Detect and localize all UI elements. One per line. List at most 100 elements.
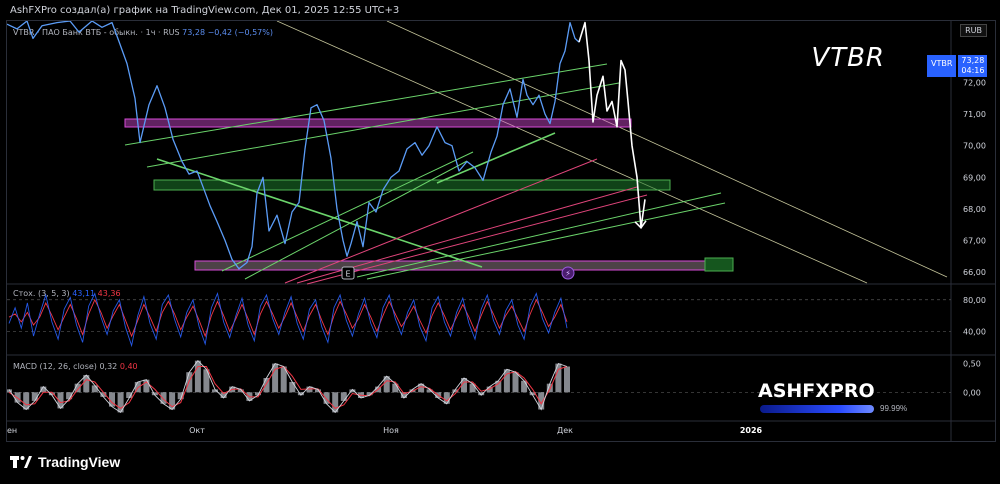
macd-histogram-bar — [100, 392, 107, 397]
macd-histogram-bar — [392, 383, 399, 393]
support-zone-green[interactable] — [153, 179, 671, 191]
macd-histogram-bar — [366, 392, 373, 396]
macd-histogram-bar — [31, 392, 38, 401]
resistance-zone[interactable] — [124, 118, 632, 128]
legend-last: 73,28 — [182, 28, 206, 37]
green-trend-line-8[interactable] — [366, 202, 726, 280]
stoch-d-value: 43,36 — [97, 289, 121, 298]
time-axis-label: Дек — [557, 426, 573, 435]
drawings-layer[interactable] — [124, 21, 948, 285]
macd-histogram-bar — [117, 392, 124, 413]
earnings-marker[interactable]: E — [341, 266, 355, 280]
macd-label[interactable]: MACD (12, 26, close) — [13, 362, 97, 371]
chart-svg[interactable]: 72,00 71,00 70,00 69,00 68,00 67,00 66,00 80,00… — [7, 21, 995, 441]
green-trend-line-4[interactable] — [221, 151, 474, 272]
macd-histogram-bar — [237, 389, 244, 393]
macd-histogram-bar — [306, 386, 313, 393]
svg-text:⚡: ⚡ — [565, 269, 571, 278]
price-tag-symbol: VTBR — [927, 55, 957, 77]
header-caption: AshFXPro создал(а) график на TradingView… — [10, 5, 400, 16]
pink-trend-line-1[interactable] — [284, 158, 598, 284]
macd-histogram-bar — [443, 392, 450, 404]
green-trend-line-6[interactable] — [436, 132, 556, 184]
macd-histogram-bar — [469, 383, 476, 393]
macd-histogram-bar — [340, 392, 347, 401]
green-trend-line-3[interactable] — [156, 158, 483, 268]
price-line — [7, 21, 580, 270]
macd-histogram-bar — [143, 379, 150, 393]
macd-histogram-bar — [169, 392, 176, 410]
macd-histogram-bar — [91, 385, 98, 393]
macd-histogram-bar — [529, 392, 536, 396]
ticker-watermark: VTBR — [811, 43, 885, 73]
green-trend-line-5[interactable] — [244, 160, 468, 280]
pink-trend-line-3[interactable] — [306, 194, 648, 285]
legend-interval[interactable]: 1ч — [145, 28, 156, 37]
macd-series — [7, 360, 951, 414]
macd-histogram-bar — [538, 392, 545, 410]
stoch-label[interactable]: Стох. (3, 5, 3) — [13, 289, 70, 298]
chart-panel[interactable]: VTBR · ПАО Банк ВТБ - обыкн. · 1ч · RUS … — [6, 20, 996, 442]
macd-histogram-bar — [418, 383, 425, 393]
legend-symbol[interactable]: VTBR — [13, 28, 35, 37]
macd-histogram-bar — [400, 392, 407, 398]
demand-zone-green[interactable] — [704, 257, 734, 272]
macd-histogram-bar — [151, 392, 158, 396]
macd-histogram-bar — [186, 372, 193, 393]
macd-histogram-bar — [452, 389, 459, 393]
downtrend-line-upper[interactable] — [386, 21, 948, 278]
symbol-legend[interactable]: VTBR · ПАО Банк ВТБ - обыкн. · 1ч · RUS … — [13, 28, 273, 37]
price-tag-price: 73,28 — [961, 56, 985, 65]
green-trend-line-2[interactable] — [146, 82, 620, 168]
currency-button[interactable]: RUB — [960, 24, 987, 37]
brand-progress-percent: 99.99% — [880, 404, 908, 413]
tradingview-logo-icon — [10, 456, 32, 468]
macd-histogram-bar — [272, 363, 279, 393]
macd-histogram-bar — [194, 360, 201, 393]
price-axis-label: 70,00 — [963, 142, 986, 151]
tradingview-logo-text: TradingView — [38, 454, 121, 470]
macd-histogram-bar — [555, 363, 562, 393]
time-axis-label: ен — [7, 426, 17, 435]
stoch-axis-label: 40,00 — [963, 327, 986, 336]
macd-histogram-bar — [48, 392, 55, 396]
macd-histogram-bar — [83, 375, 90, 393]
stoch-legend[interactable]: Стох. (3, 5, 3) 43,11 43,36 — [13, 289, 121, 298]
macd-histogram-bar — [512, 372, 519, 393]
macd-histogram-bar — [203, 369, 210, 393]
main-price-series — [7, 21, 647, 270]
macd-histogram-bar — [297, 392, 304, 396]
macd-histogram-bar — [126, 392, 133, 398]
demand-zone[interactable] — [194, 260, 706, 271]
macd-value-2: 0,40 — [119, 362, 138, 371]
price-axis-label: 71,00 — [963, 110, 986, 119]
macd-axis-label: 0,50 — [963, 360, 981, 369]
legend-change: −0,42 (−0,57%) — [207, 28, 273, 37]
legend-exchange: RUS — [163, 28, 180, 37]
price-tag-values: 73,28 04:16 — [958, 55, 988, 77]
projection-arrowhead — [634, 220, 647, 230]
time-axis-label: Ноя — [383, 426, 399, 435]
price-axis-label: 69,00 — [963, 173, 986, 182]
macd-histogram-bar — [74, 383, 81, 393]
macd-histogram-bar — [220, 392, 227, 398]
stoch-d-line — [8, 298, 568, 338]
macd-histogram-bar — [383, 376, 390, 393]
macd-histogram-bar — [255, 392, 261, 396]
macd-histogram-bar — [426, 389, 433, 393]
green-trend-line-7[interactable] — [356, 192, 722, 278]
macd-histogram-bar — [503, 369, 510, 393]
brand-progress-bar — [760, 405, 874, 413]
macd-histogram-bar — [315, 389, 321, 393]
tradingview-footer[interactable]: TradingView — [10, 454, 120, 470]
macd-histogram-bar — [177, 392, 184, 400]
downtrend-line-lower[interactable] — [276, 21, 868, 284]
green-trend-line-1[interactable] — [124, 63, 608, 146]
legend-name: ПАО Банк ВТБ - обыкн. — [42, 28, 138, 37]
macd-legend[interactable]: MACD (12, 26, close) 0,32 0,40 — [13, 362, 138, 371]
dividend-marker-icon[interactable]: ⚡ — [561, 266, 575, 280]
macd-histogram-bar — [289, 382, 296, 393]
macd-signal-line — [8, 365, 568, 410]
ashfxpro-brand: ASHFXPRO — [758, 380, 875, 402]
